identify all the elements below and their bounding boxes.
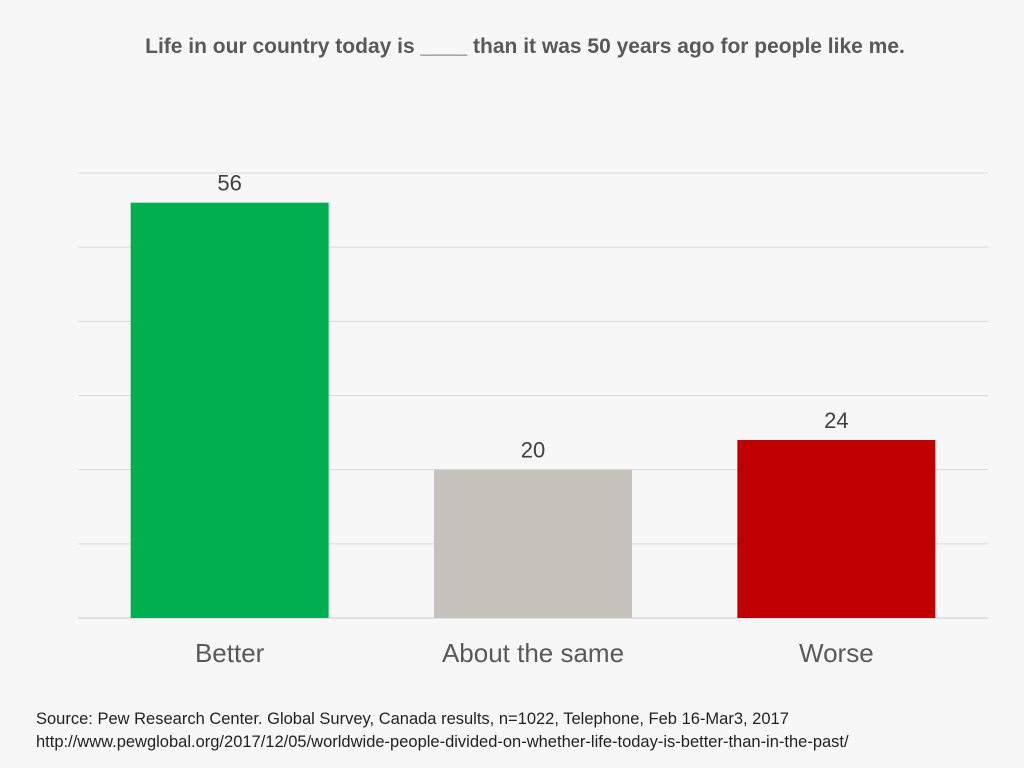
category-label: Worse [799, 638, 874, 668]
source-citation: Source: Pew Research Center. Global Surv… [36, 710, 789, 728]
data-label: 20 [521, 438, 545, 463]
category-label: About the same [442, 638, 624, 668]
data-label: 56 [217, 171, 241, 196]
category-label: Better [195, 638, 265, 668]
data-label: 24 [824, 408, 848, 433]
category-tick-labels: Better About the same Worse [195, 638, 874, 668]
data-labels: 56 20 24 [217, 171, 848, 463]
bars [130, 202, 936, 618]
bar-chart: 56 20 24 Better About the same Worse [78, 171, 988, 668]
bar-about-the-same [434, 469, 632, 618]
bar-worse [737, 440, 936, 618]
chart-title: Life in our country today is ____ than i… [145, 35, 905, 58]
source-note: Source: Pew Research Center. Global Surv… [36, 708, 849, 754]
bar-better [130, 202, 329, 618]
source-url[interactable]: http://www.pewglobal.org/2017/12/05/worl… [36, 733, 849, 751]
